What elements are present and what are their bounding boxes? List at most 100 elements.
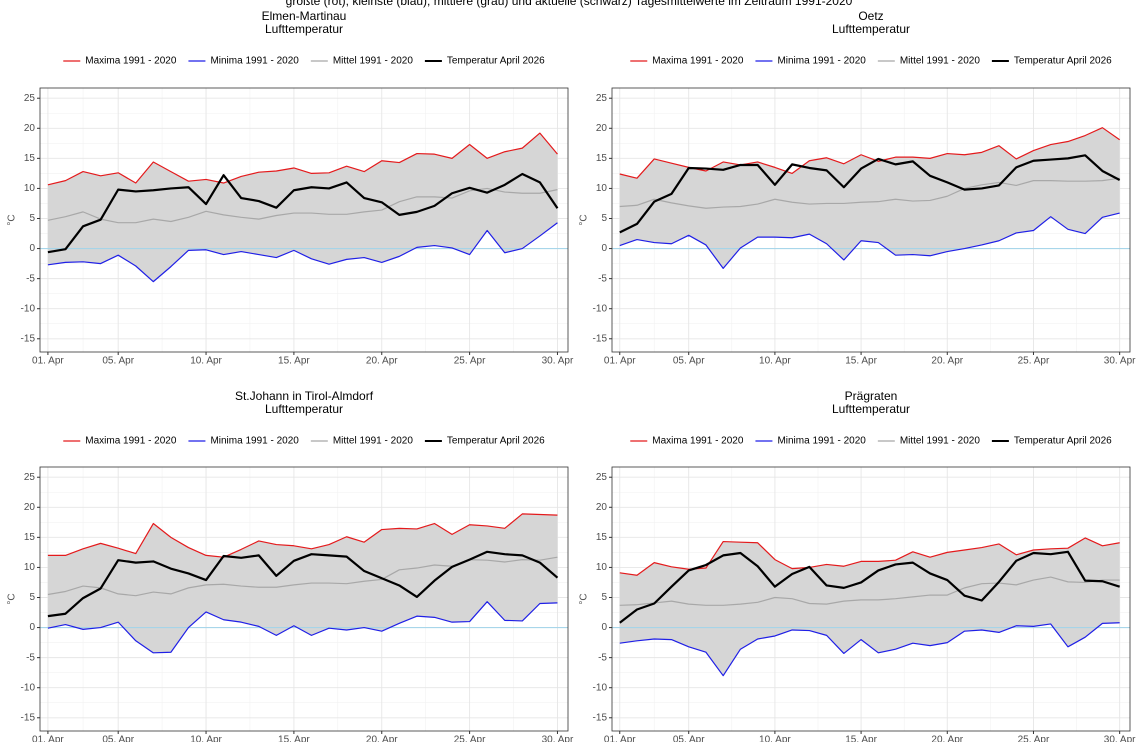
y-tick-label: 15	[24, 153, 36, 164]
y-tick-label: -15	[21, 333, 36, 344]
x-tick-label: 25. Apr	[454, 735, 486, 742]
legend-label: Minima 1991 - 2020	[777, 56, 866, 67]
series-line	[47, 222, 558, 283]
y-tick-label: 20	[596, 123, 608, 134]
range-band	[47, 133, 558, 282]
legend-label: Minima 1991 - 2020	[210, 436, 299, 447]
legend-label: Temperatur April 2026	[1014, 56, 1112, 67]
y-tick-label: -10	[21, 682, 36, 693]
x-tick-label: 05. Apr	[102, 735, 134, 742]
y-tick-label: 5	[29, 213, 35, 224]
chart-title: St.Johann in Tirol-Almdorf	[235, 389, 374, 403]
x-tick-label: 15. Apr	[278, 356, 310, 367]
y-tick-label: 5	[601, 213, 607, 224]
series-line	[619, 576, 1120, 606]
series-line	[47, 556, 558, 597]
y-tick-label: 15	[596, 532, 608, 543]
x-tick-label: 25. Apr	[1018, 356, 1050, 367]
y-tick-label: -5	[26, 652, 35, 663]
y-tick-label: 15	[596, 153, 608, 164]
y-tick-label: 20	[596, 502, 608, 513]
plot-border	[611, 466, 1131, 732]
legend-label: Minima 1991 - 2020	[777, 436, 866, 447]
legend-label: Temperatur April 2026	[1014, 436, 1112, 447]
series-line	[47, 187, 558, 224]
x-tick-label: 01. Apr	[604, 356, 636, 367]
figure-header: größte (rot), kleinste (blau), mittlere …	[286, 0, 853, 8]
y-tick-label: -15	[593, 712, 608, 723]
x-tick-label: 25. Apr	[1018, 735, 1050, 742]
panel: St.Johann in Tirol-AlmdorfLufttemperatur…	[7, 389, 574, 742]
x-tick-label: 05. Apr	[673, 356, 705, 367]
range-band	[619, 537, 1120, 676]
x-tick-label: 10. Apr	[759, 356, 791, 367]
x-tick-label: 10. Apr	[190, 356, 222, 367]
series-line	[47, 550, 559, 618]
legend: Maxima 1991 - 2020 Minima 1991 - 2020 Mitt…	[63, 436, 545, 447]
y-tick-label: 20	[24, 123, 36, 134]
x-tick-label: 30. Apr	[542, 356, 574, 367]
y-tick-label: -5	[598, 273, 607, 284]
y-tick-label: 0	[601, 622, 607, 633]
y-tick-label: 25	[596, 472, 608, 483]
x-tick-label: 30. Apr	[1104, 356, 1136, 367]
x-tick-label: 20. Apr	[366, 735, 398, 742]
x-tick-label: 15. Apr	[278, 735, 310, 742]
x-tick-label: 20. Apr	[931, 356, 963, 367]
y-axis-label: °C	[579, 214, 590, 225]
series-line	[47, 172, 559, 254]
y-tick-label: 10	[596, 562, 608, 573]
y-tick-label: 0	[29, 243, 35, 254]
legend: Maxima 1991 - 2020 Minima 1991 - 2020 Mitt…	[63, 56, 545, 67]
legend-label: Maxima 1991 - 2020	[652, 436, 744, 447]
y-tick-label: -15	[593, 333, 608, 344]
x-tick-label: 30. Apr	[1104, 735, 1136, 742]
x-tick-label: 01. Apr	[32, 735, 64, 742]
series-line	[619, 212, 1120, 270]
chart-title: Oetz	[858, 9, 883, 23]
y-tick-label: 25	[24, 472, 36, 483]
x-tick-label: 20. Apr	[931, 735, 963, 742]
legend-label: Mittel 1991 - 2020	[900, 56, 980, 67]
y-tick-label: 0	[601, 243, 607, 254]
chart-title: Prägraten	[845, 389, 898, 403]
range-band	[619, 127, 1120, 269]
y-tick-label: -15	[21, 712, 36, 723]
y-tick-label: 15	[24, 532, 36, 543]
y-tick-label: 5	[601, 592, 607, 603]
series-line	[619, 154, 1121, 234]
legend-label: Mittel 1991 - 2020	[333, 56, 413, 67]
y-tick-label: 5	[29, 592, 35, 603]
y-tick-label: 25	[24, 93, 36, 104]
y-tick-label: -10	[21, 303, 36, 314]
chart-subtitle: Lufttemperatur	[265, 22, 343, 36]
y-tick-label: 10	[596, 183, 608, 194]
series-line	[619, 127, 1121, 179]
y-tick-label: -5	[598, 652, 607, 663]
legend-label: Temperatur April 2026	[447, 436, 545, 447]
plot-border	[611, 87, 1131, 353]
legend: Maxima 1991 - 2020 Minima 1991 - 2020 Mitt…	[630, 56, 1112, 67]
legend-label: Maxima 1991 - 2020	[85, 436, 177, 447]
legend-label: Maxima 1991 - 2020	[652, 56, 744, 67]
x-tick-label: 05. Apr	[673, 735, 705, 742]
y-tick-label: 10	[24, 562, 36, 573]
legend: Maxima 1991 - 2020 Minima 1991 - 2020 Mitt…	[630, 436, 1112, 447]
chart-subtitle: Lufttemperatur	[832, 402, 910, 416]
x-tick-label: 15. Apr	[845, 356, 877, 367]
chart-subtitle: Lufttemperatur	[832, 22, 910, 36]
legend-label: Temperatur April 2026	[447, 56, 545, 67]
series-line	[47, 513, 558, 558]
legend-label: Mittel 1991 - 2020	[900, 436, 980, 447]
y-tick-label: 0	[29, 622, 35, 633]
y-axis-label: °C	[579, 593, 590, 604]
x-tick-label: 10. Apr	[759, 735, 791, 742]
chart-title: Elmen-Martinau	[262, 9, 347, 23]
x-tick-label: 10. Apr	[190, 735, 222, 742]
y-axis-label: °C	[7, 214, 18, 225]
series-line	[619, 550, 1120, 624]
